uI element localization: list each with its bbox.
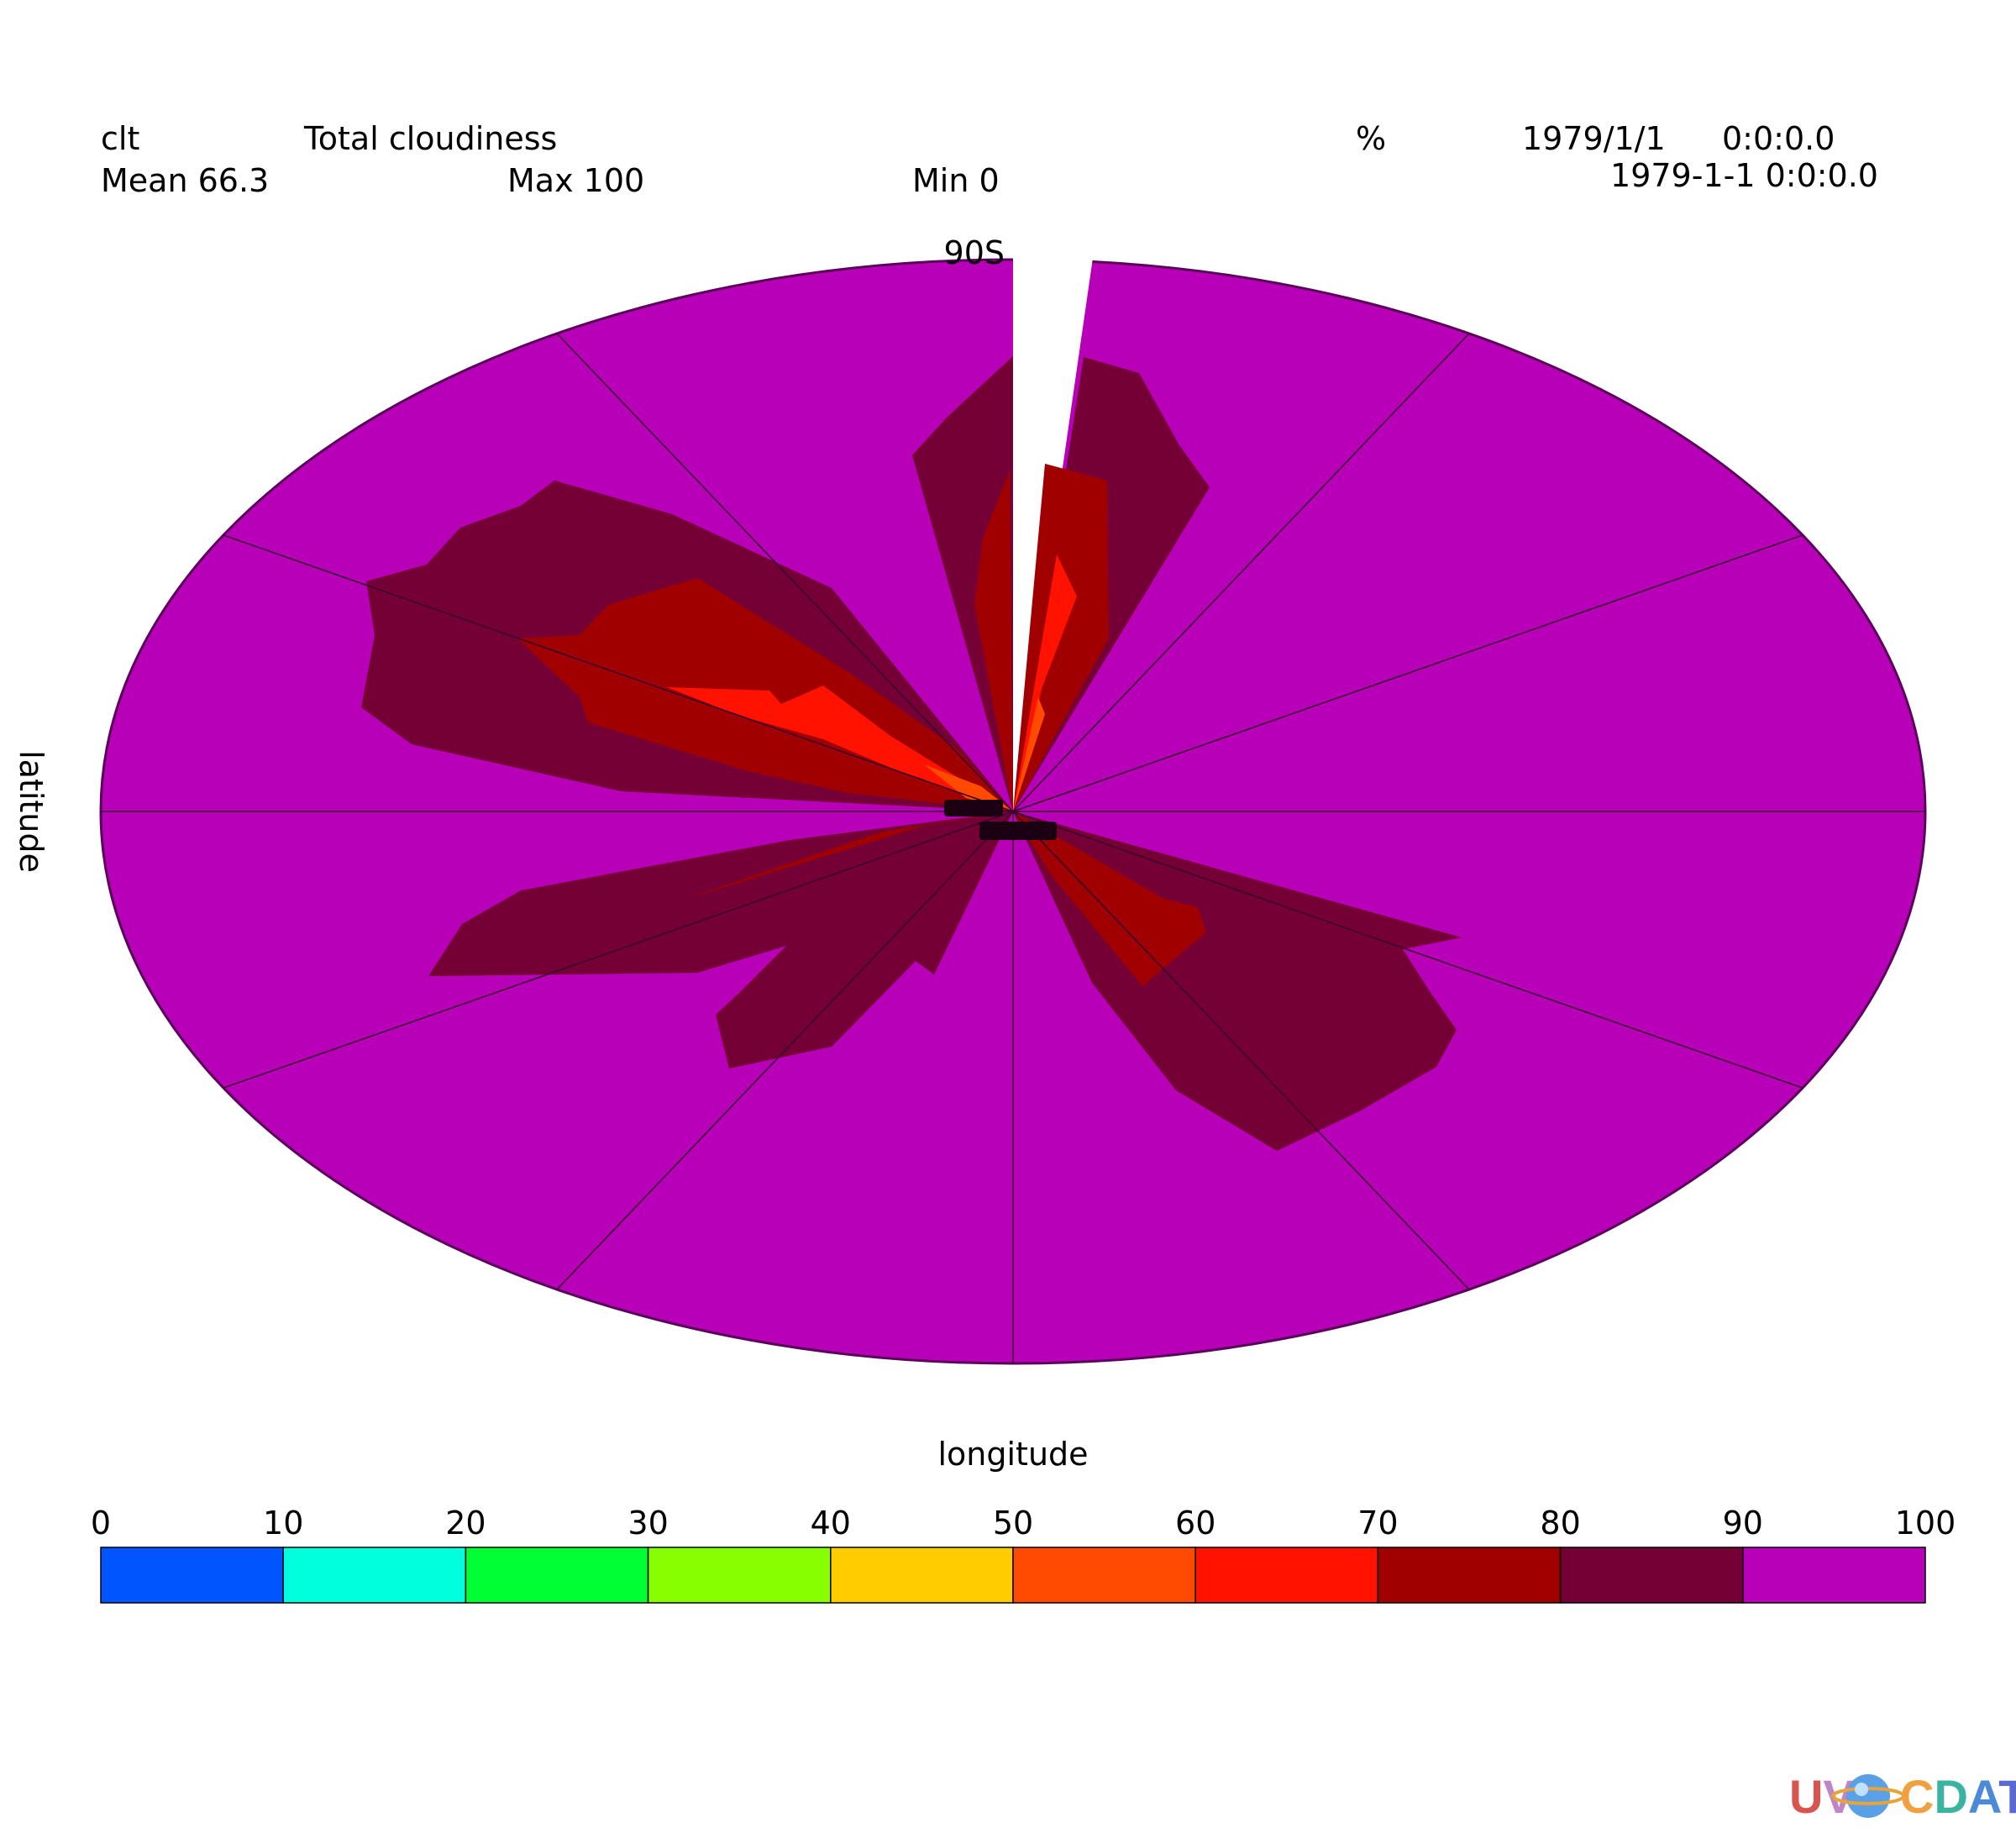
meridian-line: [223, 811, 1014, 1089]
min-label: Min 0: [912, 162, 1000, 199]
contour-region: [1013, 697, 1045, 811]
x-axis-label: longitude: [937, 1436, 1088, 1473]
contour-region: [428, 811, 1013, 1069]
colorbar-swatch: [100, 1547, 284, 1604]
contour-region: [1013, 811, 1206, 986]
contour-60-70: [667, 554, 1077, 811]
mean-label: Mean 66.3: [101, 162, 269, 199]
colorbar-level-label: 50: [993, 1505, 1033, 1542]
meridian-line: [1012, 534, 1803, 812]
colorbar-swatch: [465, 1547, 649, 1604]
pole-label: 90S: [944, 234, 1005, 271]
contour-region: [667, 685, 1013, 811]
colorbar-swatch: [1559, 1547, 1744, 1604]
datetime-label: 1979-1-1 0:0:0.0: [1610, 157, 1878, 194]
max-label: Max 100: [507, 162, 644, 199]
colorbar-swatch: [1377, 1547, 1562, 1604]
meridian-line: [1012, 811, 1470, 1290]
logo-uv: UV: [1789, 1770, 1855, 1823]
contour-region: [912, 356, 1013, 811]
date-label: 1979/1/1: [1522, 120, 1666, 157]
polar-field: 90S: [99, 234, 1927, 1365]
colorbar-level-label: 30: [627, 1505, 668, 1542]
colorbar-level-label: 100: [1895, 1505, 1956, 1542]
globe-icon: [1831, 1774, 1905, 1818]
time-label: 0:0:0.0: [1722, 120, 1835, 157]
colorbar-level-label: 0: [91, 1505, 111, 1542]
colorbar-level-label: 10: [263, 1505, 303, 1542]
colorbar-level-label: 70: [1357, 1505, 1398, 1542]
plot-header: clt Total cloudiness % 1979/1/1 0:0:0.0 …: [101, 120, 1878, 199]
variable-name: clt: [101, 120, 139, 157]
units-label: %: [1356, 120, 1386, 157]
uvcdat-logo: UV CDAT: [1789, 1770, 2016, 1823]
colorbar-level-label: 40: [811, 1505, 851, 1542]
colorbar-swatch: [282, 1547, 467, 1604]
colorbar-swatch: [647, 1547, 832, 1604]
longitude-lines: [101, 333, 1925, 1363]
y-axis-label: latitude: [13, 750, 50, 873]
meridian-line: [556, 333, 1014, 812]
logo-cdat: CDAT: [1900, 1770, 2016, 1823]
colorbar-level-label: 90: [1723, 1505, 1763, 1542]
contour-region: [1013, 554, 1077, 811]
colorbar-swatch: [1012, 1547, 1196, 1604]
meridian-line: [1012, 811, 1803, 1089]
colorbar-swatch: [1742, 1547, 1926, 1604]
contour-region: [974, 470, 1013, 811]
colorbar-level-label: 60: [1175, 1505, 1215, 1542]
meridian-line: [1012, 333, 1470, 812]
colorbar: 0 10 20 30 40 50 60 70 80 90 100: [91, 1505, 1956, 1604]
meridian-line: [556, 811, 1014, 1290]
center-tick-cluster: [944, 800, 1057, 840]
colorbar-level-label: 20: [445, 1505, 486, 1542]
colorbar-level-label: 80: [1540, 1505, 1580, 1542]
colorbar-swatch: [830, 1547, 1014, 1604]
variable-long-name: Total cloudiness: [303, 120, 557, 157]
colorbar-swatch: [1194, 1547, 1379, 1604]
meridian-line: [223, 534, 1014, 812]
